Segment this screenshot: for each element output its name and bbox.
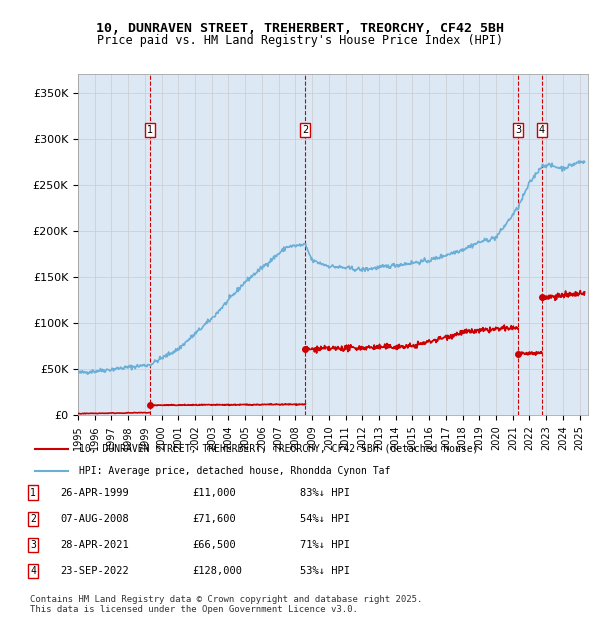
Text: This data is licensed under the Open Government Licence v3.0.: This data is licensed under the Open Gov…: [30, 604, 358, 614]
Text: 4: 4: [539, 125, 545, 135]
Text: 54%↓ HPI: 54%↓ HPI: [300, 514, 350, 524]
Text: 28-APR-2021: 28-APR-2021: [60, 540, 129, 550]
Text: £71,600: £71,600: [192, 514, 236, 524]
Text: 23-SEP-2022: 23-SEP-2022: [60, 566, 129, 576]
Text: 4: 4: [30, 566, 36, 576]
Text: 53%↓ HPI: 53%↓ HPI: [300, 566, 350, 576]
Text: 83%↓ HPI: 83%↓ HPI: [300, 488, 350, 498]
Text: £128,000: £128,000: [192, 566, 242, 576]
Text: £66,500: £66,500: [192, 540, 236, 550]
Text: 10, DUNRAVEN STREET, TREHERBERT, TREORCHY, CF42 5BH (detached house): 10, DUNRAVEN STREET, TREHERBERT, TREORCH…: [79, 444, 478, 454]
Text: 10, DUNRAVEN STREET, TREHERBERT, TREORCHY, CF42 5BH: 10, DUNRAVEN STREET, TREHERBERT, TREORCH…: [96, 22, 504, 35]
Text: 1: 1: [147, 125, 153, 135]
Text: 07-AUG-2008: 07-AUG-2008: [60, 514, 129, 524]
Text: 3: 3: [515, 125, 521, 135]
Text: Price paid vs. HM Land Registry's House Price Index (HPI): Price paid vs. HM Land Registry's House …: [97, 34, 503, 47]
Text: 2: 2: [302, 125, 308, 135]
Text: 26-APR-1999: 26-APR-1999: [60, 488, 129, 498]
Text: 71%↓ HPI: 71%↓ HPI: [300, 540, 350, 550]
Text: 3: 3: [30, 540, 36, 550]
Text: £11,000: £11,000: [192, 488, 236, 498]
Text: 2: 2: [30, 514, 36, 524]
Text: 1: 1: [30, 488, 36, 498]
Text: Contains HM Land Registry data © Crown copyright and database right 2025.: Contains HM Land Registry data © Crown c…: [30, 595, 422, 604]
Text: HPI: Average price, detached house, Rhondda Cynon Taf: HPI: Average price, detached house, Rhon…: [79, 466, 390, 476]
